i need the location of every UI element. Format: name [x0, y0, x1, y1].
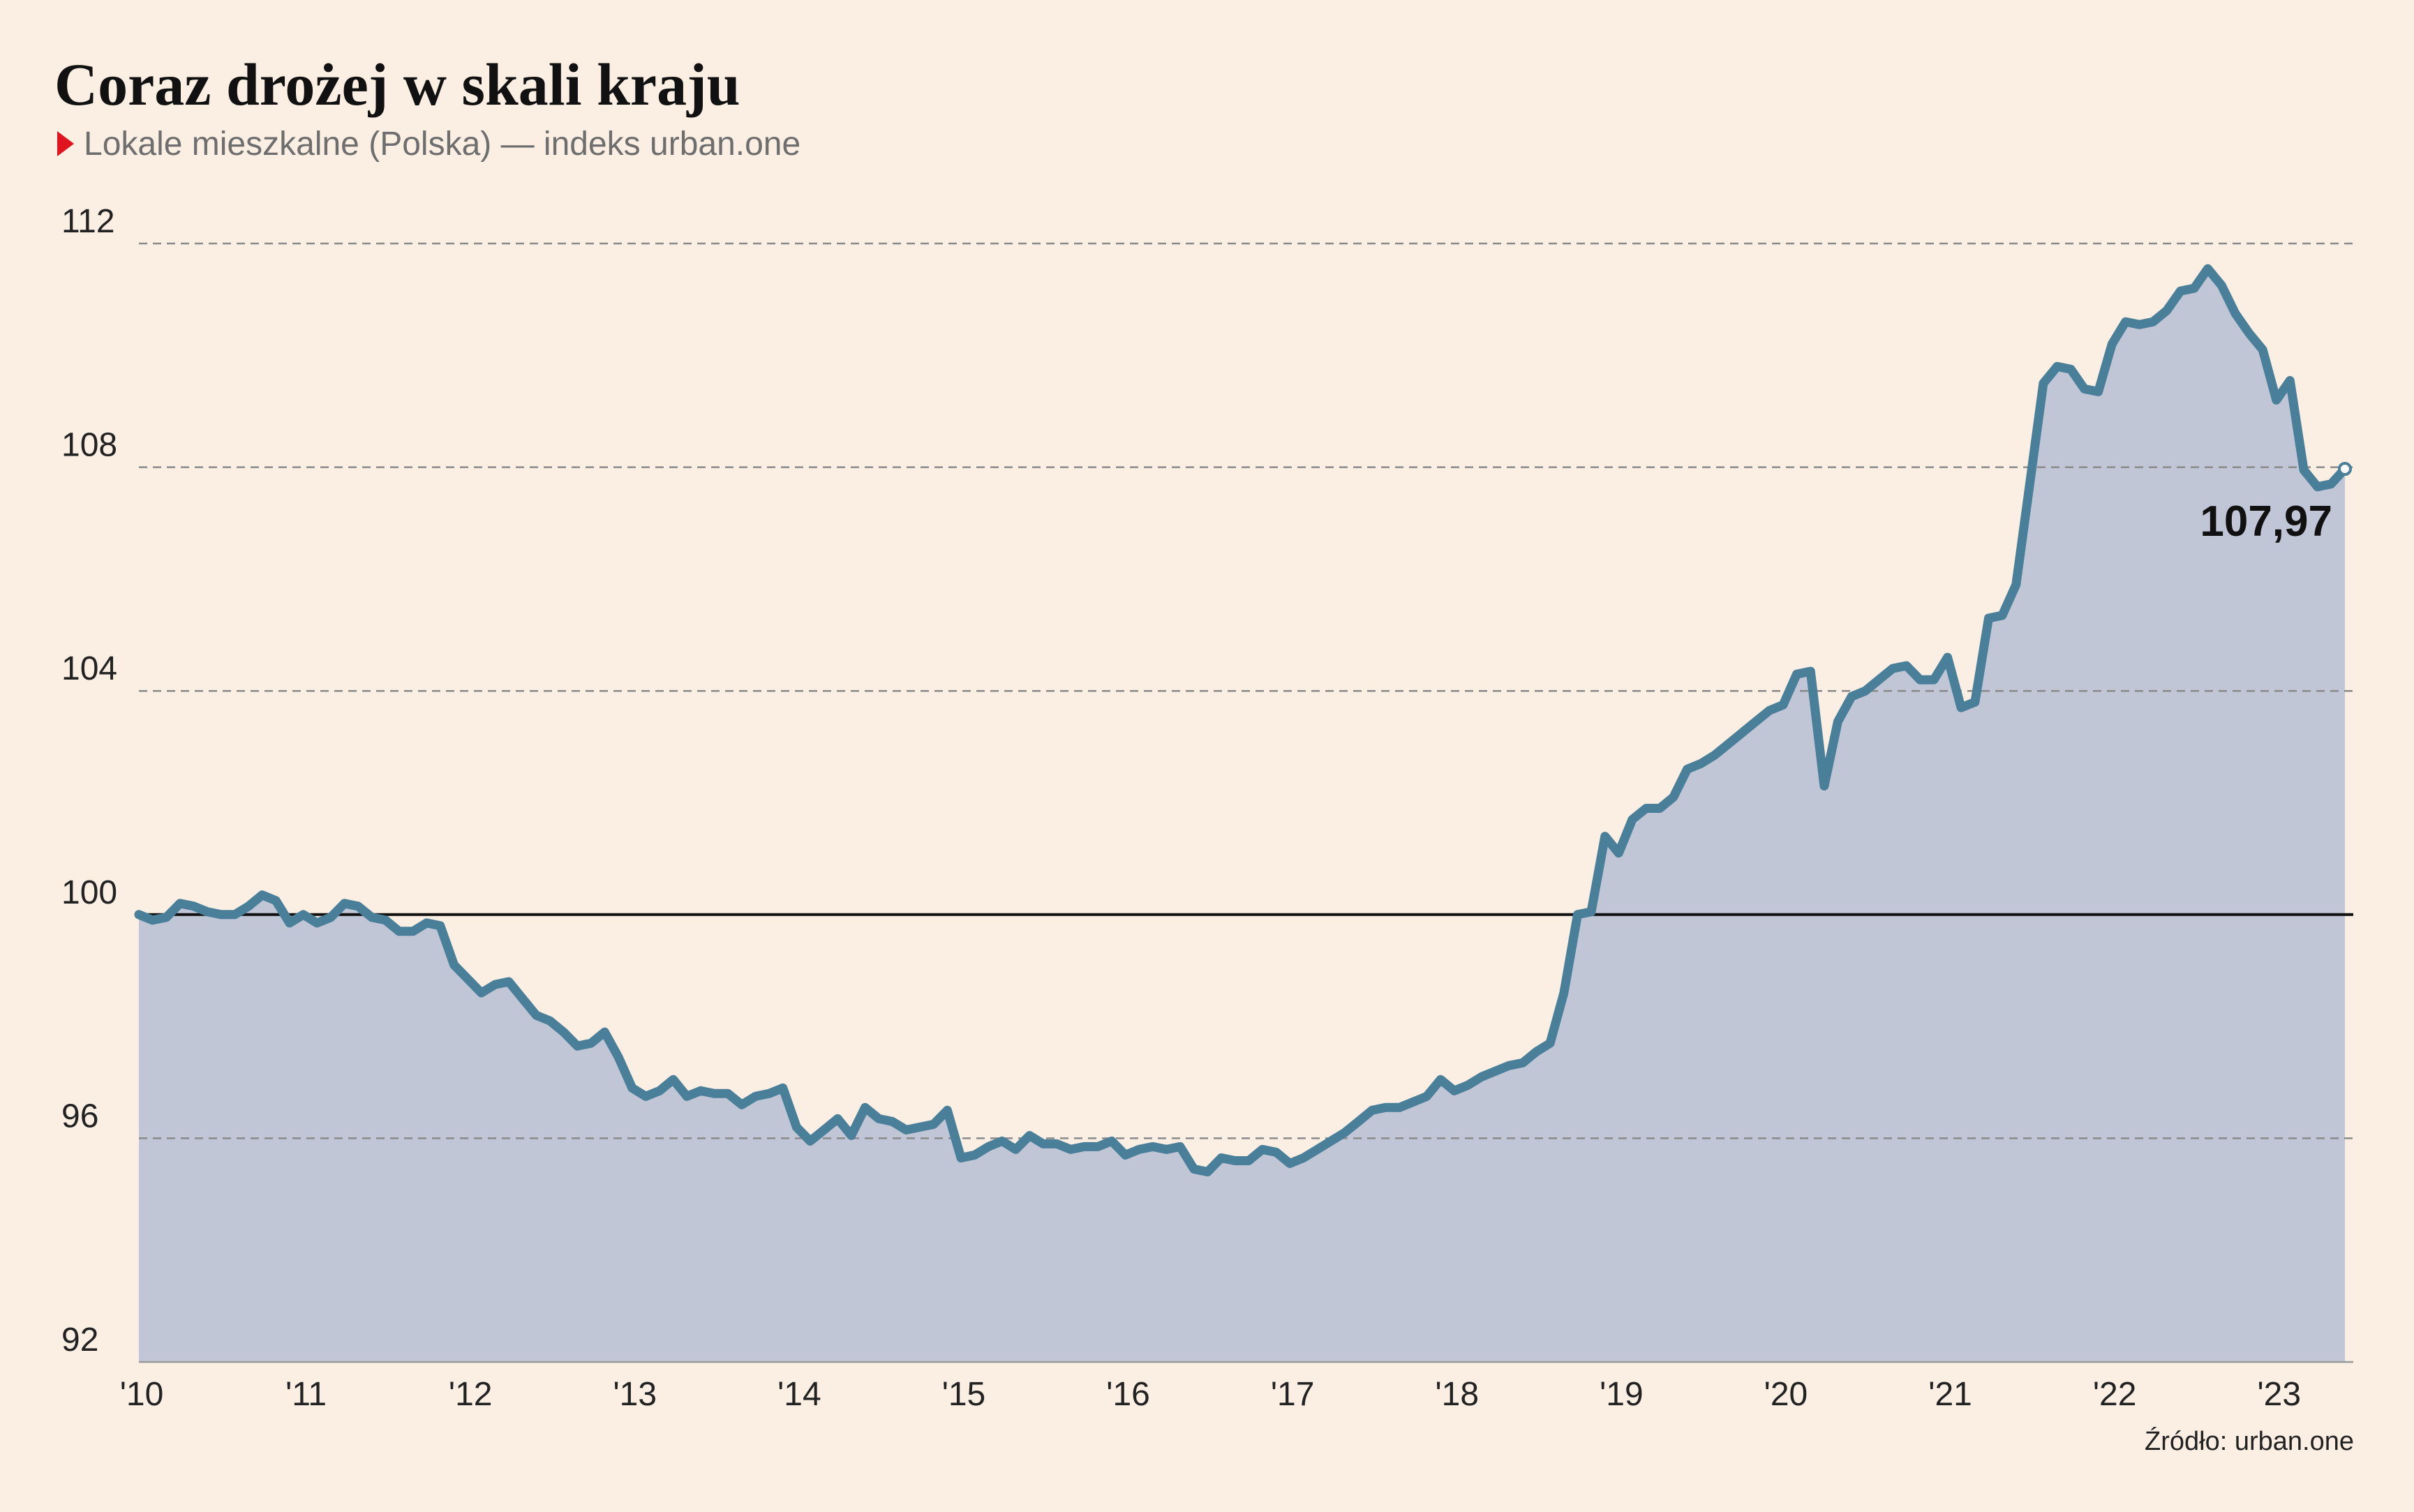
x-tick-label: '17: [1271, 1376, 1315, 1413]
value-label: 107,97: [2200, 497, 2332, 546]
x-tick-label: '20: [1764, 1376, 1808, 1413]
x-tick-label: '19: [1600, 1376, 1644, 1413]
x-tick-label: '14: [777, 1376, 821, 1413]
x-tick-label: '11: [285, 1376, 327, 1413]
area: [139, 269, 2345, 1363]
y-tick-label: 92: [61, 1322, 98, 1358]
grid: [139, 242, 2353, 1363]
x-tick-label: '10: [120, 1376, 164, 1413]
source: Źródło: urban.one: [2145, 1426, 2354, 1456]
line: [134, 264, 2350, 1176]
chart-title: Coraz drożej w skali kraju: [54, 51, 740, 118]
y-tick-label: 100: [61, 874, 117, 911]
x-tick-label: '21: [1928, 1376, 1972, 1413]
x-tick-label: '18: [1435, 1376, 1479, 1413]
x-tick-label: '13: [613, 1376, 657, 1413]
y-tick-label: 112: [61, 203, 115, 240]
y-tick-label: 104: [61, 650, 117, 687]
x-tick-label: '23: [2257, 1376, 2301, 1413]
x-tick-label: '22: [2093, 1376, 2137, 1413]
x-tick-label: '15: [942, 1376, 986, 1413]
y-tick-label: 96: [61, 1098, 98, 1135]
subtitle-marker: [57, 131, 74, 156]
chart-subtitle: Lokale mieszkalne (Polska) — indeks urba…: [84, 126, 800, 163]
x-tick-label: '16: [1106, 1376, 1150, 1413]
x-tick-label: '12: [449, 1376, 493, 1413]
end-point: [2338, 462, 2352, 477]
y-tick-label: 108: [61, 427, 117, 464]
